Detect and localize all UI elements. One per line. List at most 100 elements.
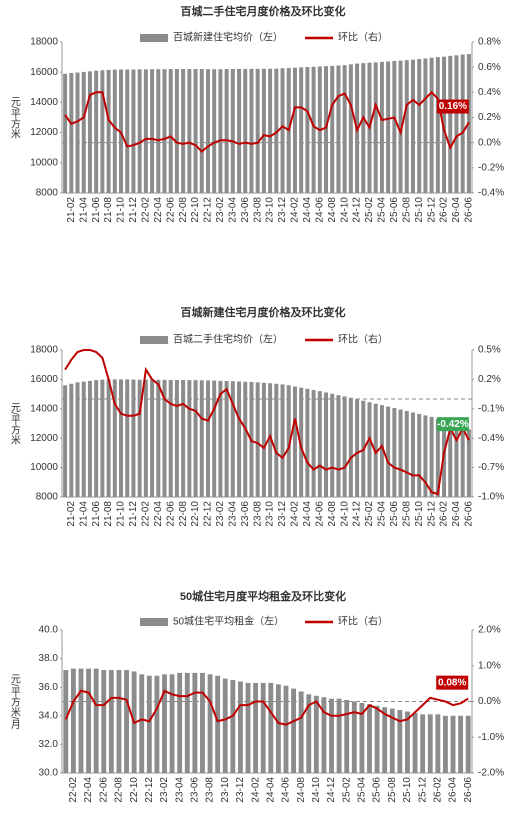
x-tick-label: 22-08	[178, 501, 189, 527]
bar	[454, 55, 459, 194]
bar	[305, 67, 310, 193]
bar	[311, 66, 316, 193]
legend-label: 环比（右）	[338, 31, 388, 44]
bar	[465, 715, 471, 773]
bar	[199, 69, 204, 193]
bar	[75, 382, 80, 497]
bar	[192, 672, 198, 773]
bar	[268, 383, 273, 497]
bar	[70, 668, 76, 773]
bar	[78, 668, 84, 773]
bar	[405, 711, 410, 773]
x-tick-label: 25-04	[377, 197, 388, 223]
x-tick-label: 22-12	[203, 501, 214, 527]
bar	[313, 695, 319, 773]
bar	[181, 379, 186, 497]
bar	[119, 379, 124, 497]
y2-tick-label: -1.0%	[478, 492, 504, 503]
y-tick-label: 34.0	[39, 710, 59, 721]
x-tick-label: 21-10	[116, 501, 127, 527]
bar	[150, 69, 155, 193]
bar	[261, 382, 266, 497]
bar	[336, 395, 341, 497]
bar	[392, 61, 397, 193]
bar	[311, 389, 316, 497]
bar	[230, 680, 236, 773]
bar	[417, 59, 422, 193]
bar	[448, 55, 453, 193]
bar	[386, 61, 391, 193]
bar	[429, 57, 434, 194]
bar	[435, 419, 440, 497]
x-tick-label: 25-10	[402, 777, 413, 803]
bar	[150, 379, 155, 497]
value-label: 0.16%	[439, 101, 467, 112]
bar	[168, 379, 173, 497]
x-tick-label: 25-10	[414, 501, 425, 527]
y-tick-label: 10000	[30, 462, 58, 473]
bar	[389, 708, 395, 773]
bar	[255, 68, 260, 193]
bar	[324, 392, 329, 497]
x-tick-label: 22-04	[83, 777, 94, 803]
x-tick-label: 22-10	[190, 197, 201, 223]
y-tick-label: 14000	[30, 97, 58, 108]
x-tick-label: 24-04	[302, 197, 313, 223]
bar	[261, 68, 266, 193]
bar	[427, 714, 433, 773]
bar	[410, 412, 415, 497]
value-label-box	[436, 417, 469, 432]
bar	[174, 69, 179, 193]
y-axis-title: 元/平方米	[8, 96, 20, 140]
bar	[423, 415, 428, 497]
legend-swatch	[140, 618, 168, 626]
bar	[417, 413, 422, 497]
bar	[100, 70, 105, 193]
x-tick-label: 22-02	[141, 501, 152, 527]
bar	[299, 67, 304, 193]
x-tick-label: 23-08	[205, 777, 216, 803]
x-tick-label: 22-12	[203, 197, 214, 223]
legend-label: 环比（右）	[338, 615, 388, 628]
x-tick-label: 24-08	[327, 501, 338, 527]
bar	[137, 379, 142, 497]
bar	[222, 678, 228, 773]
bar	[410, 59, 415, 194]
y-tick-label: 8000	[36, 188, 59, 199]
bar	[116, 670, 122, 773]
bar	[119, 69, 124, 193]
bar	[81, 71, 86, 193]
bar	[448, 423, 453, 497]
bar	[187, 69, 192, 193]
bar	[292, 386, 297, 497]
x-tick-label: 21-06	[91, 197, 102, 223]
y-tick-label: 18000	[30, 345, 58, 356]
bar	[125, 69, 130, 193]
bar	[379, 405, 384, 497]
bar	[280, 68, 285, 193]
bar	[466, 429, 471, 497]
bar	[286, 385, 291, 497]
bar	[324, 66, 329, 193]
bar	[330, 65, 335, 193]
x-tick-label: 25-06	[389, 197, 400, 223]
y-tick-label: 10000	[30, 157, 58, 168]
bar	[397, 710, 403, 773]
y-tick-label: 14000	[30, 403, 58, 414]
x-tick-label: 24-02	[290, 501, 301, 527]
value-label: -0.42%	[437, 419, 469, 430]
x-tick-label: 22-06	[98, 777, 109, 803]
y-tick-label: 16000	[30, 374, 58, 385]
bar	[336, 65, 341, 193]
bar	[230, 69, 235, 193]
y2-tick-label: -1.0%	[478, 732, 504, 743]
bar	[458, 715, 464, 773]
bar	[245, 682, 251, 773]
x-tick-label: 26-06	[464, 501, 475, 527]
x-tick-label: 22-02	[68, 777, 79, 803]
x-tick-label: 22-02	[141, 197, 152, 223]
bar	[168, 69, 173, 193]
chart-title: 百城新建住宅月度价格及环比变化	[181, 305, 346, 319]
x-tick-label: 21-10	[116, 197, 127, 223]
bar	[336, 698, 342, 773]
